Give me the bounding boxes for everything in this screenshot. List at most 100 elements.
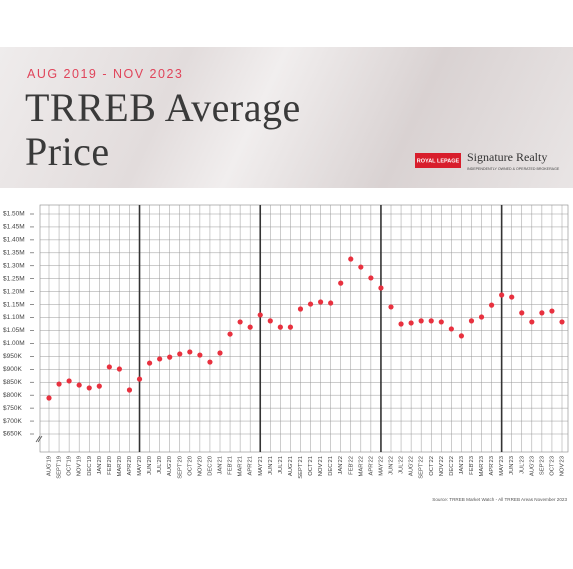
x-tick-label: AUG'21 bbox=[288, 456, 294, 476]
x-tick-label: DEC'22 bbox=[449, 456, 455, 476]
x-tick-label: FEB'23 bbox=[469, 456, 475, 475]
data-point bbox=[106, 364, 112, 370]
y-tick-label: $700K bbox=[3, 418, 22, 425]
x-tick-label: NOV'21 bbox=[318, 456, 324, 476]
x-tick-label: FEB'22 bbox=[348, 456, 354, 475]
x-tick-label: FEB'20 bbox=[107, 456, 113, 475]
x-tick-label: MAR'20 bbox=[117, 456, 123, 476]
data-point bbox=[237, 319, 243, 325]
data-point bbox=[86, 385, 92, 391]
data-point bbox=[126, 387, 133, 393]
data-point bbox=[468, 318, 475, 324]
x-tick-label: DEC'21 bbox=[328, 456, 334, 476]
y-tick-label: $950K bbox=[3, 353, 22, 360]
x-tick-label: SEPT'22 bbox=[419, 456, 425, 479]
y-tick-label: $1.10M bbox=[3, 314, 25, 321]
x-tick-label: JUN'23 bbox=[509, 456, 515, 475]
data-point bbox=[408, 320, 414, 326]
data-point bbox=[76, 382, 82, 388]
data-point bbox=[177, 351, 183, 357]
x-tick-label: SEPT'21 bbox=[298, 456, 304, 479]
data-point bbox=[559, 319, 565, 325]
y-tick-label: $1.05M bbox=[3, 327, 25, 334]
x-tick-label: JAN'23 bbox=[459, 456, 465, 475]
data-point bbox=[428, 318, 434, 324]
data-point bbox=[317, 299, 324, 305]
data-point bbox=[458, 333, 465, 339]
data-point bbox=[257, 312, 263, 318]
y-tick-label: $1.30M bbox=[3, 262, 25, 269]
x-tick-label: APR'23 bbox=[489, 456, 495, 475]
x-tick-label: APR'22 bbox=[368, 456, 374, 475]
data-point bbox=[116, 366, 123, 372]
x-tick-label: JAN'20 bbox=[97, 456, 103, 475]
logo-box bbox=[415, 153, 461, 168]
chart-title: TRREB Average Price bbox=[25, 85, 301, 174]
data-point bbox=[297, 306, 304, 312]
data-point bbox=[217, 350, 223, 356]
x-tick-label: OCT'20 bbox=[187, 456, 193, 476]
data-point bbox=[418, 318, 424, 324]
header-band bbox=[0, 47, 573, 188]
data-point bbox=[529, 319, 535, 325]
data-point bbox=[307, 301, 314, 307]
x-tick-label: SEPT'19 bbox=[57, 456, 63, 479]
y-tick-label: $650K bbox=[3, 431, 22, 438]
data-point bbox=[157, 356, 163, 362]
x-tick-label: JUL'20 bbox=[157, 456, 163, 474]
data-point bbox=[328, 300, 334, 306]
y-tick-label: $1.00M bbox=[3, 340, 25, 347]
data-point bbox=[348, 256, 354, 262]
x-tick-label: JUL'22 bbox=[399, 456, 405, 474]
x-tick-label: OCT'19 bbox=[67, 456, 73, 476]
y-tick-label: $1.40M bbox=[3, 237, 25, 244]
x-tick-label: NOV'22 bbox=[439, 456, 445, 476]
y-tick-label: $1.45M bbox=[3, 224, 25, 231]
x-tick-label: APR'20 bbox=[127, 456, 133, 475]
y-tick-label: $1.15M bbox=[3, 301, 25, 308]
data-point bbox=[488, 302, 495, 308]
data-point bbox=[207, 359, 213, 365]
x-tick-label: APR'21 bbox=[248, 456, 254, 475]
y-tick-label: $750K bbox=[3, 405, 22, 412]
x-tick-label: DEC'20 bbox=[207, 456, 213, 476]
data-point bbox=[509, 294, 515, 300]
data-point bbox=[368, 275, 374, 281]
x-tick-label: NOV'23 bbox=[560, 456, 566, 476]
x-tick-label: NOV'20 bbox=[197, 456, 203, 476]
axis-break bbox=[37, 435, 43, 443]
data-point bbox=[287, 324, 294, 330]
x-tick-label: AUG'19 bbox=[47, 456, 53, 476]
data-point bbox=[197, 352, 203, 358]
data-point bbox=[388, 304, 394, 310]
data-point bbox=[187, 349, 193, 355]
logo-name: Signature Realty bbox=[467, 150, 547, 164]
x-tick-label: DEC'19 bbox=[87, 456, 93, 476]
x-tick-label: OCT'23 bbox=[549, 456, 555, 476]
data-point bbox=[167, 354, 173, 360]
y-tick-label: $800K bbox=[3, 392, 22, 399]
data-point bbox=[358, 264, 364, 270]
data-point bbox=[398, 321, 404, 327]
x-tick-label: MAR'22 bbox=[358, 456, 364, 476]
data-point bbox=[438, 319, 444, 325]
x-tick-label: JAN'22 bbox=[338, 456, 344, 475]
y-tick-label: $1.25M bbox=[3, 275, 25, 282]
x-tick-label: MAY'21 bbox=[258, 456, 264, 476]
x-tick-label: SEP'23 bbox=[539, 456, 545, 475]
data-point bbox=[338, 280, 344, 286]
data-point bbox=[499, 292, 505, 298]
x-tick-label: MAR'21 bbox=[238, 456, 244, 476]
x-tick-label: AUG'23 bbox=[529, 456, 535, 476]
x-tick-label: MAY'20 bbox=[137, 456, 143, 476]
logo-brand: ROYAL LEPAGE bbox=[417, 158, 460, 164]
data-point bbox=[136, 376, 143, 382]
data-point bbox=[378, 285, 384, 291]
x-tick-label: OCT'21 bbox=[308, 456, 314, 476]
axis-break bbox=[35, 435, 41, 443]
data-point bbox=[478, 314, 485, 320]
plot-frame bbox=[39, 204, 569, 453]
x-tick-label: AUG'20 bbox=[167, 456, 173, 476]
x-tick-label: SEPT'20 bbox=[177, 456, 183, 479]
